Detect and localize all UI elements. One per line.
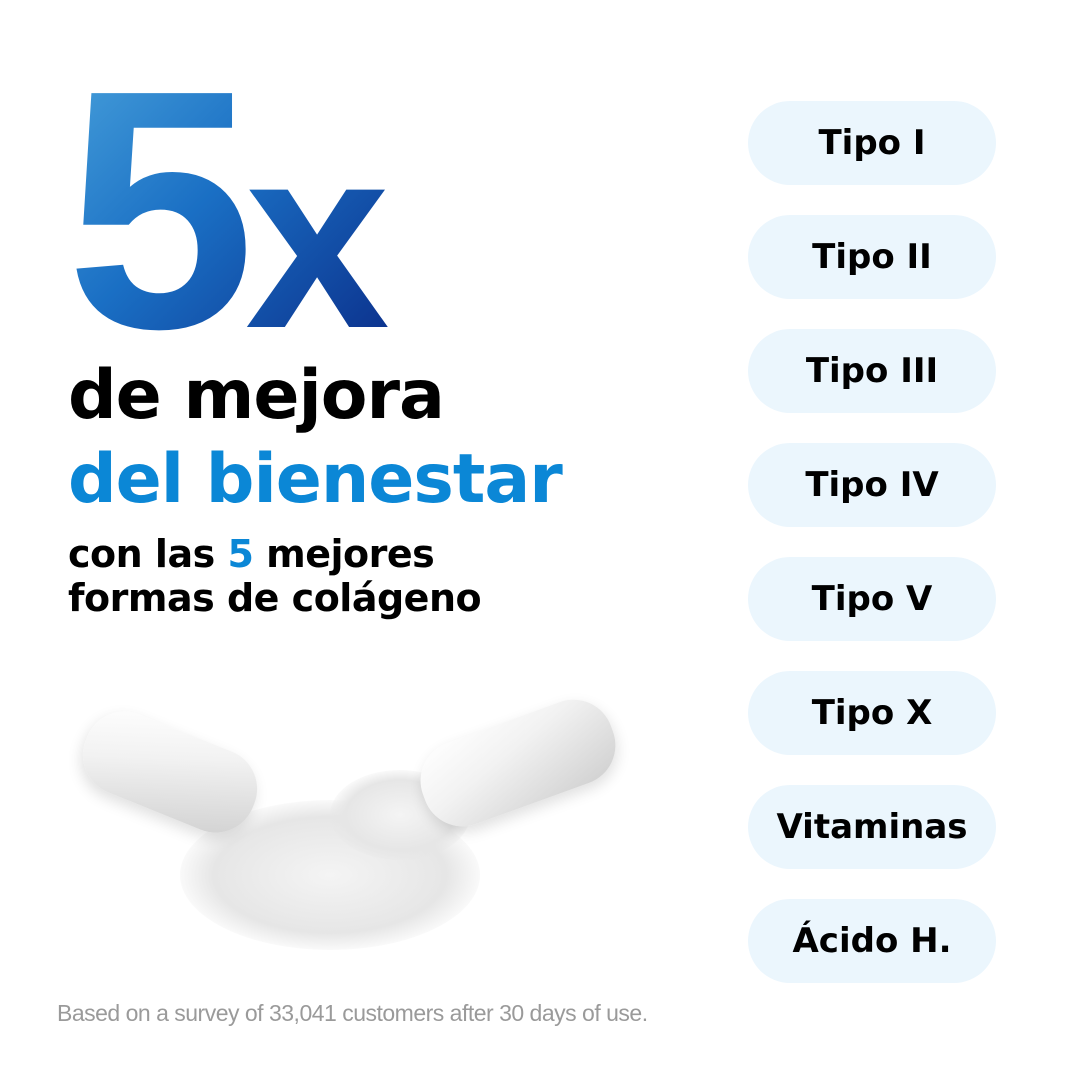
footnote: Based on a survey of 33,041 customers af…	[57, 1000, 648, 1026]
pill-tipo-x: Tipo X	[748, 671, 996, 755]
sub-line2: formas de colágeno	[68, 576, 482, 620]
hero-number: 5	[66, 20, 246, 400]
capsule-half-left	[70, 699, 270, 845]
hero-5x: 5x	[66, 40, 390, 380]
sub-highlight: 5	[227, 532, 254, 576]
pill-acido-h: Ácido H.	[748, 899, 996, 983]
pill-tipo-i: Tipo I	[748, 101, 996, 185]
pill-tipo-iii: Tipo III	[748, 329, 996, 413]
subheadline: con las 5 mejores formas de colágeno	[68, 532, 482, 620]
headline-line1: de mejora	[68, 356, 445, 435]
sub-prefix: con las	[68, 532, 228, 576]
pill-vitaminas: Vitaminas	[748, 785, 996, 869]
capsule-half-right	[409, 688, 627, 838]
headline-line2: del bienestar	[68, 440, 563, 519]
pill-tipo-ii: Tipo II	[748, 215, 996, 299]
pill-tipo-v: Tipo V	[748, 557, 996, 641]
pill-tipo-iv: Tipo IV	[748, 443, 996, 527]
hero-multiplier: x	[245, 93, 390, 383]
sub-suffix: mejores	[253, 532, 435, 576]
